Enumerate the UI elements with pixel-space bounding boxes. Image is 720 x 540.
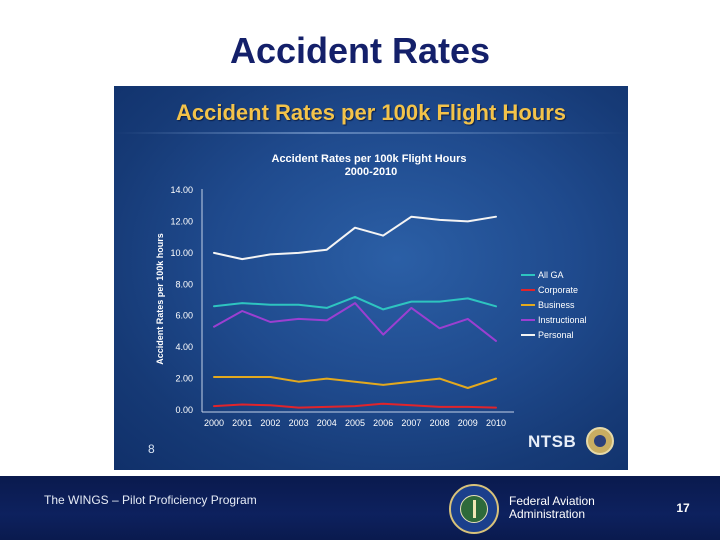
x-tick-label: 2005 [345, 418, 365, 428]
ntsb-logo: NTSB [528, 432, 577, 451]
series-lines [213, 215, 497, 409]
faa-seal-icon [449, 484, 499, 534]
faa-seal-center [460, 495, 488, 523]
chart-title: Accident Rates per 100k Flight Hours [272, 153, 467, 165]
footer-bar: The WINGS – Pilot Proficiency Program Fe… [0, 476, 720, 540]
heading-underline [114, 132, 628, 134]
y-tick-label: 8.00 [175, 279, 193, 289]
y-tick-label: 2.00 [175, 374, 193, 384]
y-tick-label: 10.00 [170, 248, 193, 258]
faa-name: Federal Aviation Administration [509, 495, 619, 521]
y-tick-label: 14.00 [170, 185, 193, 195]
series-line-personal [213, 215, 497, 261]
y-tick-label: 4.00 [175, 342, 193, 352]
line-chart: Accident Rates per 100k Flight Hours 200… [155, 153, 587, 428]
series-line-business [213, 376, 497, 389]
legend-label: Personal [538, 330, 574, 340]
ntsb-seal-icon [586, 427, 614, 455]
legend: All GA Corporate Business Instructional Pers… [521, 270, 587, 340]
x-tick-label: 2006 [373, 418, 393, 428]
faa-name-line2: Administration [509, 507, 586, 521]
y-tick-label: 12.00 [170, 216, 193, 226]
legend-label: All GA [538, 270, 564, 280]
series-line-instructional [213, 302, 497, 342]
y-tick-labels: 0.00 2.00 4.00 6.00 8.00 10.00 12.00 14.00 [170, 185, 193, 415]
chart-image-panel: Accident Rates per 100k Flight Hours Acc… [114, 86, 628, 470]
x-tick-labels: 2000 2001 2002 2003 2004 2005 2006 2007 2008 2009… [204, 418, 506, 428]
x-tick-label: 2000 [204, 418, 224, 428]
legend-label: Instructional [538, 315, 587, 325]
series-line-corporate [213, 402, 497, 409]
footer-program-name: The WINGS – Pilot Proficiency Program [44, 493, 257, 507]
slide-title: Accident Rates [229, 30, 491, 71]
inner-slide-number: 8 [148, 442, 155, 456]
y-axis-label: Accident Rates per 100k hours [155, 233, 165, 365]
faa-name-line1: Federal Aviation [509, 494, 595, 508]
y-tick-label: 6.00 [175, 311, 193, 321]
panel-heading: Accident Rates per 100k Flight Hours [176, 100, 566, 125]
x-tick-label: 2004 [317, 418, 337, 428]
x-tick-label: 2003 [289, 418, 309, 428]
x-tick-label: 2010 [486, 418, 506, 428]
x-tick-label: 2001 [232, 418, 252, 428]
series-line-all-ga [213, 295, 497, 311]
legend-label: Business [538, 300, 575, 310]
chart-subtitle: 2000-2010 [345, 166, 398, 178]
y-tick-label: 0.00 [175, 405, 193, 415]
x-tick-label: 2002 [260, 418, 280, 428]
x-tick-label: 2007 [401, 418, 421, 428]
legend-label: Corporate [538, 285, 578, 295]
page-number: 17 [676, 501, 690, 515]
x-tick-label: 2009 [458, 418, 478, 428]
x-tick-label: 2008 [430, 418, 450, 428]
